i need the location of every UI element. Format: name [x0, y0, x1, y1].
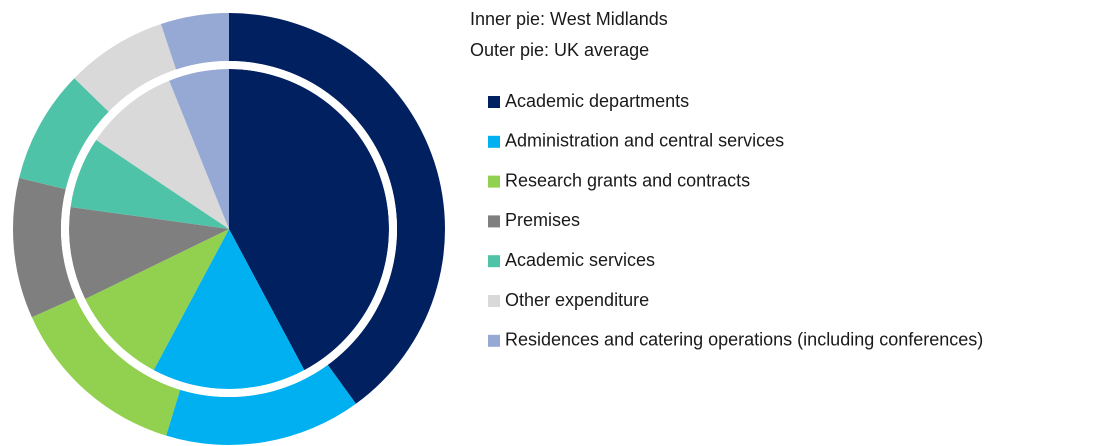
- legend-label: Other expenditure: [505, 290, 649, 310]
- legend-label: Residences and catering operations (incl…: [505, 330, 983, 350]
- pie-slice: [19, 78, 109, 190]
- series-caption: Outer pie: UK average: [470, 40, 649, 60]
- pie-slice: [31, 297, 181, 436]
- legend-swatch: [488, 295, 500, 307]
- pie-slice: [160, 13, 229, 70]
- pie-slice: [85, 229, 230, 371]
- pie-slice: [166, 364, 356, 445]
- legend-label: Academic departments: [505, 91, 689, 111]
- ring-gap: [61, 61, 397, 397]
- legend-swatch: [488, 96, 500, 108]
- pie-slice: [229, 69, 389, 371]
- legend-swatch: [488, 135, 500, 148]
- legend-swatch: [488, 334, 500, 347]
- pie-slice: [70, 139, 229, 229]
- pie-slice: [169, 69, 229, 229]
- legend-label: Administration and central services: [505, 131, 784, 151]
- legend-swatch: [488, 215, 500, 228]
- pie-slice: [69, 206, 229, 299]
- legend-swatch: [488, 175, 500, 188]
- pie-slice: [74, 23, 177, 112]
- pie-slice: [13, 177, 76, 318]
- legend-label: Premises: [505, 210, 580, 230]
- pie-slice: [96, 80, 230, 230]
- legend-swatch: [488, 255, 500, 268]
- legend-label: Research grants and contracts: [505, 170, 750, 190]
- series-caption: Inner pie: West Midlands: [470, 9, 668, 29]
- legend-label: Academic services: [505, 250, 655, 270]
- pie-slice: [153, 229, 305, 389]
- pie-slice: [229, 13, 445, 404]
